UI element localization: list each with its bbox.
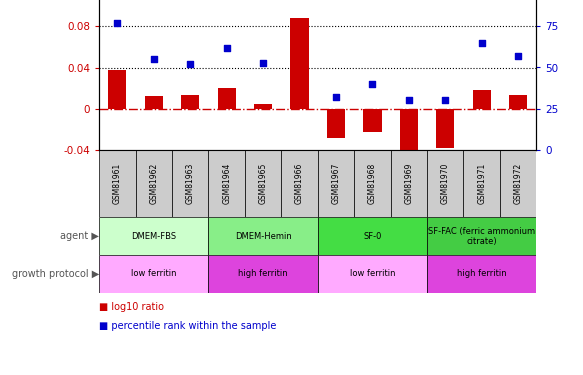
Bar	[500, 150, 536, 217]
Text: GSM81972: GSM81972	[514, 163, 522, 204]
Bar	[209, 255, 318, 292]
Text: GSM81964: GSM81964	[222, 163, 231, 204]
Point	[113, 20, 122, 26]
Bar	[463, 150, 500, 217]
Bar	[363, 109, 381, 132]
Bar	[254, 104, 272, 109]
Text: GSM81963: GSM81963	[186, 163, 195, 204]
Bar	[99, 150, 135, 217]
Text: GSM81971: GSM81971	[477, 163, 486, 204]
Bar	[318, 150, 354, 217]
Text: growth protocol ▶: growth protocol ▶	[12, 269, 99, 279]
Text: GSM81966: GSM81966	[295, 163, 304, 204]
Bar	[99, 255, 209, 292]
Point	[404, 98, 413, 104]
Bar	[400, 109, 418, 165]
Bar	[172, 150, 209, 217]
Point	[514, 53, 523, 59]
Bar	[135, 150, 172, 217]
Text: agent ▶: agent ▶	[60, 231, 99, 241]
Text: high ferritin: high ferritin	[457, 269, 507, 278]
Point	[222, 45, 231, 51]
Bar	[354, 150, 391, 217]
Bar	[99, 217, 209, 255]
Bar	[108, 70, 127, 109]
Bar	[427, 217, 536, 255]
Point	[258, 60, 268, 66]
Point	[149, 56, 159, 62]
Text: SF-FAC (ferric ammonium
citrate): SF-FAC (ferric ammonium citrate)	[428, 226, 535, 246]
Bar	[318, 255, 427, 292]
Bar	[427, 150, 463, 217]
Bar	[427, 255, 536, 292]
Bar	[181, 95, 199, 109]
Text: high ferritin: high ferritin	[238, 269, 288, 278]
Point	[441, 98, 450, 104]
Bar	[327, 109, 345, 138]
Text: GSM81967: GSM81967	[332, 163, 340, 204]
Bar	[217, 88, 236, 109]
Text: ■ percentile rank within the sample: ■ percentile rank within the sample	[99, 321, 276, 331]
Point	[185, 61, 195, 67]
Text: GSM81970: GSM81970	[441, 163, 449, 204]
Text: low ferritin: low ferritin	[350, 269, 395, 278]
Text: GSM81969: GSM81969	[405, 163, 413, 204]
Text: DMEM-Hemin: DMEM-Hemin	[235, 232, 292, 241]
Bar	[290, 18, 308, 109]
Bar	[509, 95, 527, 109]
Text: DMEM-FBS: DMEM-FBS	[131, 232, 176, 241]
Text: GSM81961: GSM81961	[113, 163, 122, 204]
Bar	[391, 150, 427, 217]
Bar	[473, 90, 491, 109]
Point	[331, 94, 340, 100]
Bar	[209, 150, 245, 217]
Bar	[282, 150, 318, 217]
Bar	[436, 109, 454, 148]
Text: low ferritin: low ferritin	[131, 269, 177, 278]
Text: SF-0: SF-0	[363, 232, 382, 241]
Text: ■ log10 ratio: ■ log10 ratio	[99, 303, 164, 312]
Text: GSM81968: GSM81968	[368, 163, 377, 204]
Text: GSM81962: GSM81962	[149, 163, 158, 204]
Bar	[209, 217, 318, 255]
Bar	[145, 96, 163, 109]
Text: GSM81965: GSM81965	[259, 163, 268, 204]
Point	[368, 81, 377, 87]
Point	[477, 40, 486, 46]
Bar	[245, 150, 282, 217]
Bar	[318, 217, 427, 255]
